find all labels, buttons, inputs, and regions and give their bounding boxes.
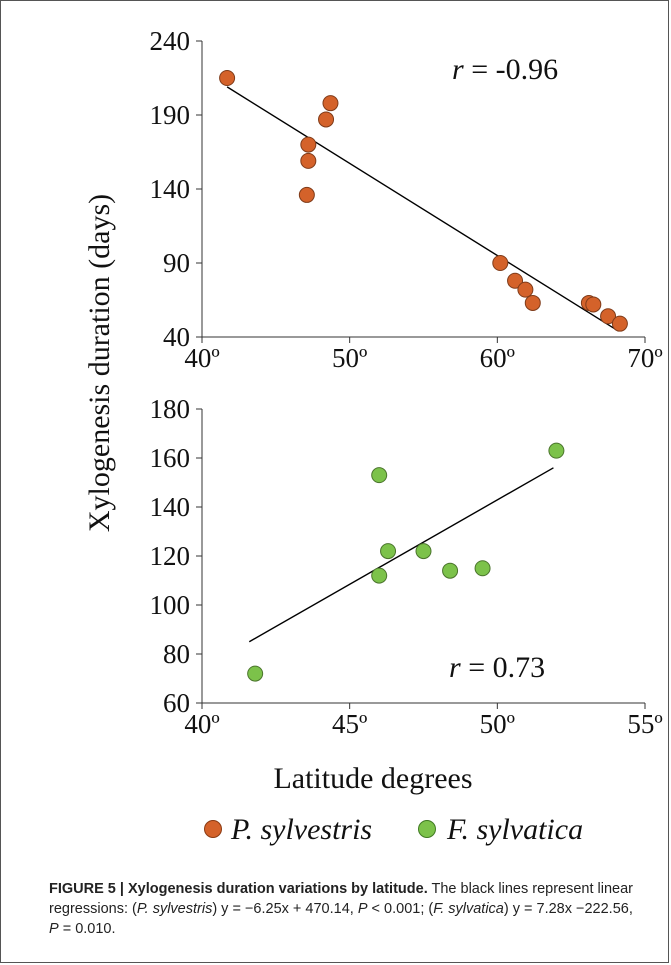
y-tick-label: 190 bbox=[150, 100, 191, 130]
correlation-annotation: r = 0.73 bbox=[449, 651, 545, 684]
data-point bbox=[416, 544, 431, 559]
y-tick-label: 120 bbox=[150, 541, 191, 571]
y-tick-label: 140 bbox=[150, 492, 191, 522]
x-tick-label: 45º bbox=[332, 709, 367, 739]
data-point bbox=[549, 443, 564, 458]
x-tick-label: 60º bbox=[480, 343, 515, 373]
caption-text-5: = 0.010. bbox=[59, 921, 116, 937]
y-tick-label: 90 bbox=[163, 248, 190, 278]
legend-marker-f-sylvatica bbox=[419, 821, 436, 838]
x-tick-label: 55º bbox=[627, 709, 662, 739]
data-point bbox=[475, 561, 490, 576]
x-axis-title: Latitude degrees bbox=[273, 762, 472, 795]
caption-text-2: ) y = −6.25x + 470.14, bbox=[212, 901, 358, 917]
y-axis-title: Xylogenesis duration (days) bbox=[83, 194, 116, 532]
y-tick-label: 180 bbox=[150, 394, 191, 424]
data-point bbox=[248, 666, 263, 681]
y-tick-label: 140 bbox=[150, 174, 191, 204]
y-tick-label: 160 bbox=[150, 443, 191, 473]
data-point bbox=[323, 96, 338, 111]
x-tick-label: 50º bbox=[332, 343, 367, 373]
figure-caption: FIGURE 5 | Xylogenesis duration variatio… bbox=[49, 879, 639, 939]
data-point bbox=[301, 153, 316, 168]
caption-p-1: P bbox=[358, 901, 368, 917]
x-tick-label: 70º bbox=[627, 343, 662, 373]
data-point bbox=[493, 256, 508, 271]
correlation-value: = 0.73 bbox=[461, 651, 545, 684]
data-point bbox=[220, 71, 235, 86]
data-point bbox=[586, 297, 601, 312]
y-tick-label: 80 bbox=[163, 639, 190, 669]
legend: P. sylvestris F. sylvatica bbox=[205, 813, 584, 846]
data-point bbox=[319, 112, 334, 127]
y-tick-label: 100 bbox=[150, 590, 191, 620]
data-point bbox=[443, 563, 458, 578]
data-point bbox=[518, 282, 533, 297]
correlation-symbol: r bbox=[449, 651, 461, 684]
data-point bbox=[299, 187, 314, 202]
regression-line bbox=[249, 468, 553, 642]
regression-line bbox=[227, 87, 618, 331]
y-tick-label: 240 bbox=[150, 26, 191, 56]
caption-species-2: F. sylvatica bbox=[433, 901, 504, 917]
correlation-symbol: r bbox=[452, 53, 464, 86]
caption-p-2: P bbox=[49, 921, 59, 937]
x-tick-label: 40º bbox=[184, 343, 219, 373]
legend-marker-p-sylvestris bbox=[205, 821, 222, 838]
data-point bbox=[372, 568, 387, 583]
legend-label-f-sylvatica: F. sylvatica bbox=[446, 813, 583, 846]
caption-text-4: ) y = 7.28x −222.56, bbox=[504, 901, 633, 917]
correlation-value: = -0.96 bbox=[464, 53, 558, 86]
data-point bbox=[301, 137, 316, 152]
correlation-annotation: r = -0.96 bbox=[452, 53, 558, 86]
caption-text-3: < 0.001; ( bbox=[368, 901, 434, 917]
data-point bbox=[381, 544, 396, 559]
x-tick-label: 40º bbox=[184, 709, 219, 739]
data-point bbox=[612, 316, 627, 331]
legend-label-p-sylvestris: P. sylvestris bbox=[230, 813, 372, 846]
caption-figure-label: FIGURE 5 | Xylogenesis duration variatio… bbox=[49, 881, 428, 897]
x-tick-label: 50º bbox=[480, 709, 515, 739]
data-point bbox=[525, 295, 540, 310]
data-point bbox=[372, 468, 387, 483]
caption-species-1: P. sylvestris bbox=[137, 901, 212, 917]
